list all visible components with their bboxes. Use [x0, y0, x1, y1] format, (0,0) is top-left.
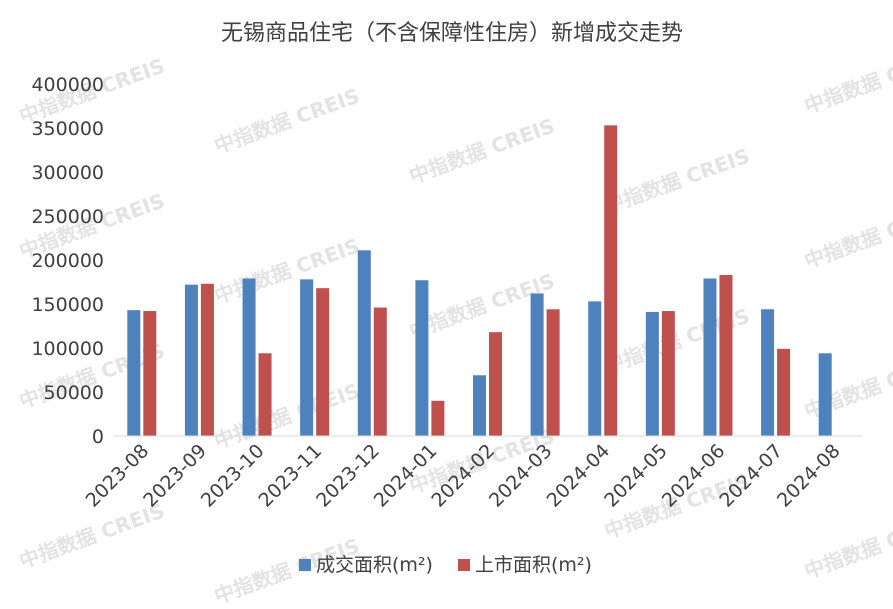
x-tick-label: 2024-03 — [485, 440, 557, 512]
x-tick-label: 2024-04 — [543, 440, 615, 512]
bar-transaction-area — [357, 250, 371, 436]
y-tick-label: 100000 — [31, 338, 104, 360]
x-axis: 2023-082023-092023-102023-112023-122024-… — [82, 435, 862, 512]
bar-listed-area — [604, 125, 618, 437]
bar-listed-area — [431, 400, 445, 436]
legend-swatch-listed — [458, 559, 470, 571]
bar-transaction-area — [473, 375, 486, 436]
legend-label-listed: 上市面积(m²) — [475, 554, 592, 576]
x-tick-label: 2024-08 — [773, 440, 845, 512]
legend-label-transaction: 成交面积(m²) — [316, 554, 433, 576]
bar-transaction-area — [300, 279, 314, 436]
y-tick-label: 300000 — [31, 162, 104, 184]
bar-listed-area — [373, 307, 387, 436]
x-tick-label: 2023-09 — [139, 440, 211, 512]
bar-transaction-area — [184, 284, 198, 436]
bar-listed-area — [489, 332, 502, 436]
legend-swatch-transaction — [299, 559, 311, 571]
x-tick-label: 2024-06 — [658, 440, 730, 512]
bar-listed-area — [316, 288, 330, 436]
bar-transaction-area — [645, 311, 659, 436]
y-tick-label: 150000 — [31, 294, 104, 316]
bar-transaction-area — [703, 278, 717, 436]
bar-listed-area — [661, 311, 675, 436]
bar-transaction-area — [588, 301, 602, 436]
x-tick-label: 2024-01 — [370, 440, 442, 512]
bar-listed-area — [777, 348, 791, 436]
bar-transaction-area — [127, 310, 141, 436]
x-tick-label: 2023-08 — [82, 440, 154, 512]
y-axis: 0 50000 100000 150000 200000 250000 300000 3500… — [31, 74, 104, 448]
bar-listed-area — [719, 274, 733, 436]
x-tick-label: 2023-11 — [254, 440, 326, 512]
bars — [127, 125, 832, 437]
bar-transaction-area — [242, 278, 256, 436]
legend: 成交面积(m²) 上市面积(m²) — [299, 554, 592, 576]
x-tick-label: 2024-05 — [600, 440, 672, 512]
bar-transaction-area — [530, 293, 544, 436]
bar-listed-area — [143, 311, 157, 436]
y-tick-label: 350000 — [31, 118, 104, 140]
x-tick-label: 2024-02 — [427, 440, 499, 512]
x-tick-label: 2023-12 — [312, 440, 384, 512]
bar-transaction-area — [415, 280, 429, 436]
y-tick-label: 0 — [92, 426, 104, 448]
y-tick-label: 50000 — [44, 382, 104, 404]
chart-title: 无锡商品住宅（不含保障性住房）新增成交走势 — [221, 21, 683, 46]
x-tick-label: 2023-10 — [197, 440, 269, 512]
bar-transaction-area — [818, 353, 832, 436]
bar-listed-area — [546, 309, 560, 436]
bar-listed-area — [200, 283, 214, 436]
bar-transaction-area — [761, 309, 775, 436]
y-tick-label: 400000 — [31, 74, 104, 96]
x-tick-label: 2024-07 — [715, 440, 787, 512]
bar-listed-area — [258, 353, 272, 436]
y-tick-label: 200000 — [31, 250, 104, 272]
y-tick-label: 250000 — [31, 206, 104, 228]
